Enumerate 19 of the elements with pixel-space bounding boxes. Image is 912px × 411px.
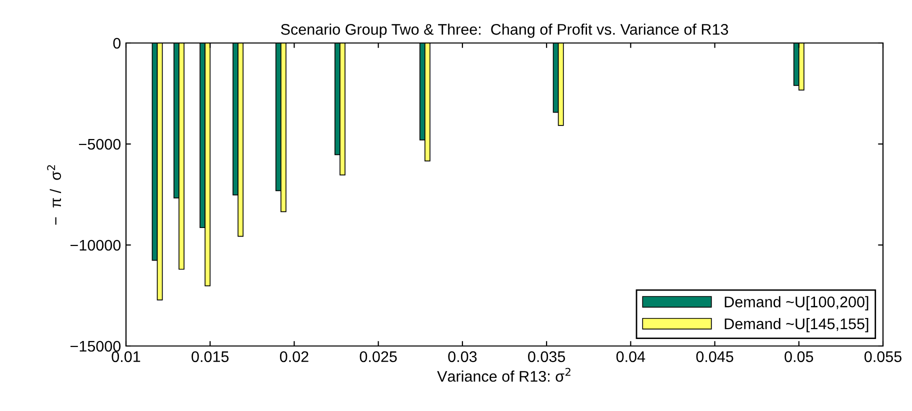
x-tick-label: 0.03 [448, 351, 477, 362]
chart-title: Scenario Group Two & Three: Chang of Profit vs. Variance of R13 [281, 24, 728, 38]
x-tick-label: 0.045 [696, 351, 734, 362]
x-tick-label: 0.015 [192, 351, 229, 362]
y-axis-title: − π / σ$^{2}$ [47, 165, 62, 225]
legend-label: Demand ~U[100,200] [724, 296, 868, 310]
y-tick-label: 0 [113, 38, 121, 49]
legend-label: Demand ~U[145,155] [724, 318, 868, 332]
x-tick-label: 0.01 [112, 351, 140, 362]
x-tick-label: 0.055 [864, 351, 902, 362]
y-tick-label: −15000 [70, 340, 121, 352]
x-tick-label: 0.035 [528, 351, 566, 362]
y-tick-label: −10000 [70, 240, 121, 251]
x-tick-label: 0.02 [280, 351, 308, 362]
x-tick-label: 0.05 [784, 351, 814, 362]
y-tick-label: −5000 [78, 138, 121, 150]
x-tick-label: 0.025 [360, 351, 397, 362]
x-axis-title: Variance of R13: σ$^{2}$ [437, 368, 570, 382]
x-tick-label: 0.04 [616, 351, 646, 362]
